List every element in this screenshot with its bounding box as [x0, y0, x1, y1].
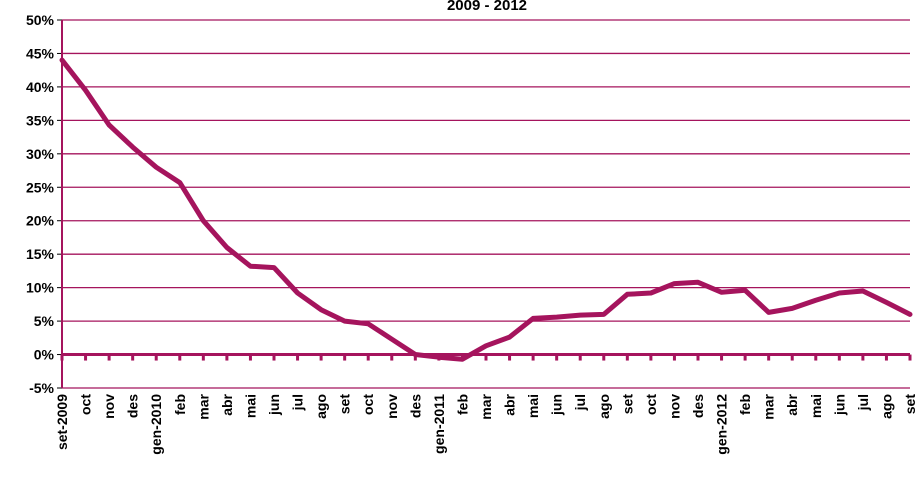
x-tick-label: des: [125, 394, 141, 418]
x-tick-label: jul: [572, 394, 588, 411]
x-tick-label: gen-2012: [714, 394, 730, 455]
y-tick-label: 15%: [26, 246, 55, 262]
y-tick-label: -5%: [29, 380, 54, 396]
y-tick-label: 50%: [26, 12, 55, 28]
x-tick-label: abr: [502, 393, 518, 415]
y-tick-label: 5%: [34, 313, 55, 329]
x-tick-label: nov: [666, 394, 682, 419]
x-tick-label: ago: [313, 394, 329, 419]
x-tick-label: jul: [855, 394, 871, 411]
x-tick-label: nov: [101, 394, 117, 419]
y-tick-label: 10%: [26, 280, 55, 296]
x-tick-label: jun: [266, 394, 282, 416]
x-tick-label: jun: [831, 394, 847, 416]
y-tick-label: 25%: [26, 179, 55, 195]
x-tick-label: oct: [78, 394, 94, 415]
x-tick-label: abr: [219, 393, 235, 415]
x-tick-label: feb: [172, 394, 188, 415]
x-tick-label: mar: [761, 393, 777, 419]
x-tick-label: set: [619, 394, 635, 415]
y-tick-label: 0%: [34, 347, 55, 363]
x-tick-label: mar: [478, 393, 494, 419]
x-tick-label: jul: [290, 394, 306, 411]
x-tick-label: mar: [195, 393, 211, 419]
x-tick-label: mai: [808, 394, 824, 418]
gridlines: [62, 19, 910, 389]
x-tick-label: jun: [549, 394, 565, 416]
y-axis-tick-labels: -5% 0% 5% 10% 15% 20% 25% 30% 35% 40% 45% 50%: [26, 12, 55, 396]
y-tick-label: 45%: [26, 45, 55, 61]
x-tick-label: des: [407, 394, 423, 418]
axes: [57, 19, 912, 389]
series-lines: [59, 57, 913, 362]
x-tick-label: ago: [596, 394, 612, 419]
y-tick-label: 40%: [26, 79, 55, 95]
x-tick-label: mai: [525, 394, 541, 418]
x-tick-label: abr: [784, 393, 800, 415]
x-tick-label: feb: [737, 394, 753, 415]
x-tick-label: set-2009: [54, 394, 70, 450]
x-tick-label: gen-2011: [431, 394, 447, 454]
series-line: [59, 57, 913, 362]
y-tick-label: 30%: [26, 146, 55, 162]
x-axis-tick-labels: set-2009 oct nov des gen-2010 feb mar abr mai jun…: [54, 393, 916, 454]
x-tick-label: nov: [384, 394, 400, 419]
x-tick-label: gen-2010: [148, 394, 164, 455]
x-tick-label: oct: [643, 394, 659, 415]
chart-title: 2009 - 2012: [447, 0, 527, 14]
x-tick-label: set: [337, 394, 353, 415]
x-tick-label: des: [690, 394, 706, 418]
x-tick-label: set: [902, 394, 916, 415]
x-tick-label: mai: [242, 394, 258, 418]
y-tick-label: 20%: [26, 213, 55, 229]
y-tick-label: 35%: [26, 112, 55, 128]
x-tick-label: oct: [360, 394, 376, 415]
x-tick-label: ago: [878, 394, 894, 419]
x-tick-label: feb: [454, 394, 470, 415]
